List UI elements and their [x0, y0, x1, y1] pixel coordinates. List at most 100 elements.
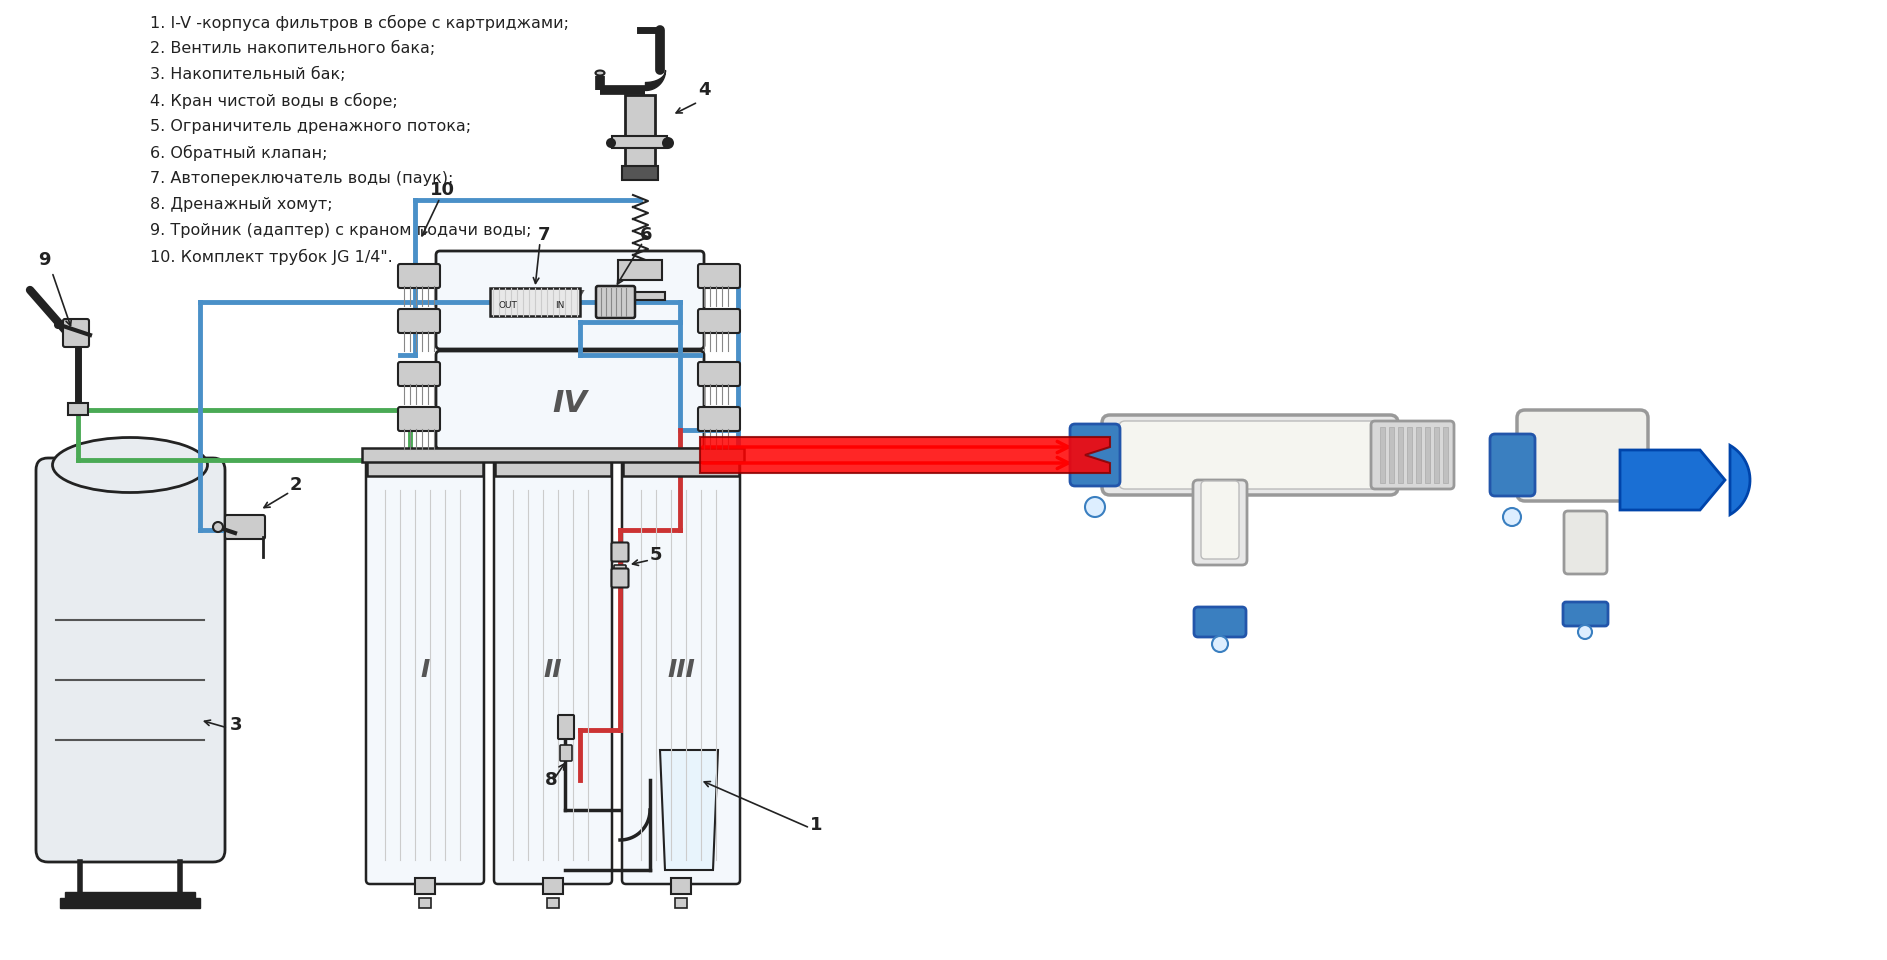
FancyBboxPatch shape: [225, 515, 264, 539]
FancyBboxPatch shape: [398, 264, 440, 288]
Bar: [1444, 427, 1447, 483]
FancyBboxPatch shape: [1517, 410, 1647, 501]
FancyBboxPatch shape: [1200, 481, 1240, 559]
Bar: [1389, 427, 1394, 483]
Ellipse shape: [596, 70, 604, 76]
Bar: [547, 898, 559, 908]
Text: 5: 5: [649, 546, 662, 564]
Text: 5. Ограничитель дренажного потока;: 5. Ограничитель дренажного потока;: [149, 119, 472, 134]
Bar: [676, 898, 687, 908]
Text: 8. Дренажный хомут;: 8. Дренажный хомут;: [149, 197, 332, 212]
Text: 4. Кран чистой воды в сборе;: 4. Кран чистой воды в сборе;: [149, 93, 398, 109]
Text: 7. Автопереключатель воды (паук);: 7. Автопереключатель воды (паук);: [149, 171, 453, 186]
FancyBboxPatch shape: [560, 745, 572, 761]
Bar: [362, 448, 743, 462]
Text: 4: 4: [698, 81, 711, 99]
FancyBboxPatch shape: [62, 319, 89, 347]
Text: 7: 7: [538, 226, 551, 244]
FancyBboxPatch shape: [1102, 415, 1398, 495]
Text: 8: 8: [545, 771, 559, 789]
Polygon shape: [700, 437, 1110, 473]
Bar: [60, 898, 200, 908]
Text: V: V: [559, 289, 581, 318]
FancyBboxPatch shape: [559, 715, 574, 739]
Text: 9: 9: [38, 251, 51, 269]
FancyBboxPatch shape: [1564, 511, 1608, 574]
FancyBboxPatch shape: [613, 565, 626, 577]
Text: OUT: OUT: [498, 300, 517, 309]
Text: 3: 3: [230, 716, 243, 734]
Text: IN: IN: [555, 300, 564, 309]
FancyBboxPatch shape: [623, 456, 740, 884]
FancyBboxPatch shape: [698, 407, 740, 431]
Bar: [366, 458, 483, 476]
FancyBboxPatch shape: [611, 542, 628, 562]
Polygon shape: [660, 750, 717, 870]
Text: 6. Обратный клапан;: 6. Обратный клапан;: [149, 145, 328, 161]
FancyBboxPatch shape: [36, 458, 225, 862]
Ellipse shape: [53, 438, 208, 492]
Bar: [1415, 427, 1421, 483]
FancyBboxPatch shape: [698, 264, 740, 288]
FancyBboxPatch shape: [436, 251, 704, 349]
Bar: [615, 292, 664, 300]
FancyBboxPatch shape: [366, 456, 483, 884]
Text: 10: 10: [430, 181, 455, 199]
FancyBboxPatch shape: [1372, 421, 1455, 489]
Bar: [625, 95, 655, 175]
Text: III: III: [668, 658, 694, 682]
FancyBboxPatch shape: [1562, 602, 1608, 626]
Bar: [491, 288, 579, 316]
Circle shape: [1578, 625, 1593, 639]
Text: 9. Тройник (адаптер) с краном подачи воды;: 9. Тройник (адаптер) с краном подачи вод…: [149, 223, 532, 238]
Bar: [623, 458, 740, 476]
Bar: [494, 458, 611, 476]
FancyBboxPatch shape: [698, 309, 740, 333]
FancyBboxPatch shape: [596, 286, 636, 318]
Polygon shape: [1621, 450, 1725, 510]
Bar: [64, 892, 194, 900]
Bar: [619, 260, 662, 280]
Text: 3. Накопительный бак;: 3. Накопительный бак;: [149, 67, 345, 83]
Circle shape: [606, 138, 615, 148]
FancyBboxPatch shape: [1194, 607, 1245, 637]
Text: 1: 1: [810, 816, 823, 834]
FancyBboxPatch shape: [398, 407, 440, 431]
Circle shape: [662, 137, 674, 149]
Bar: [611, 136, 666, 148]
Text: II: II: [543, 658, 562, 682]
Bar: [672, 878, 691, 894]
Bar: [1408, 427, 1411, 483]
FancyBboxPatch shape: [494, 456, 611, 884]
Bar: [1398, 427, 1404, 483]
FancyBboxPatch shape: [1193, 480, 1247, 565]
FancyBboxPatch shape: [698, 362, 740, 386]
Circle shape: [1085, 497, 1106, 517]
FancyBboxPatch shape: [1491, 434, 1534, 496]
FancyBboxPatch shape: [436, 351, 704, 449]
FancyBboxPatch shape: [398, 309, 440, 333]
Bar: [419, 898, 430, 908]
Text: I: I: [421, 658, 430, 682]
Circle shape: [55, 321, 62, 329]
Bar: [543, 878, 562, 894]
Text: 6: 6: [640, 226, 653, 244]
Bar: [1425, 427, 1430, 483]
FancyBboxPatch shape: [398, 362, 440, 386]
FancyBboxPatch shape: [611, 568, 628, 588]
Circle shape: [1504, 508, 1521, 526]
Bar: [415, 878, 436, 894]
Bar: [623, 166, 659, 180]
FancyBboxPatch shape: [1119, 421, 1381, 489]
Text: 10. Комплект трубок JG 1/4".: 10. Комплект трубок JG 1/4".: [149, 249, 392, 265]
Circle shape: [1211, 636, 1228, 652]
FancyBboxPatch shape: [1070, 424, 1121, 486]
Circle shape: [213, 522, 223, 532]
Polygon shape: [1730, 445, 1749, 515]
Bar: [68, 403, 89, 415]
Bar: [1379, 427, 1385, 483]
Text: 1. I-V -корпуса фильтров в сборе с картриджами;: 1. I-V -корпуса фильтров в сборе с картр…: [149, 15, 570, 31]
Text: 2: 2: [291, 476, 302, 494]
Text: 2. Вентиль накопительного бака;: 2. Вентиль накопительного бака;: [149, 41, 436, 56]
Bar: [1434, 427, 1440, 483]
